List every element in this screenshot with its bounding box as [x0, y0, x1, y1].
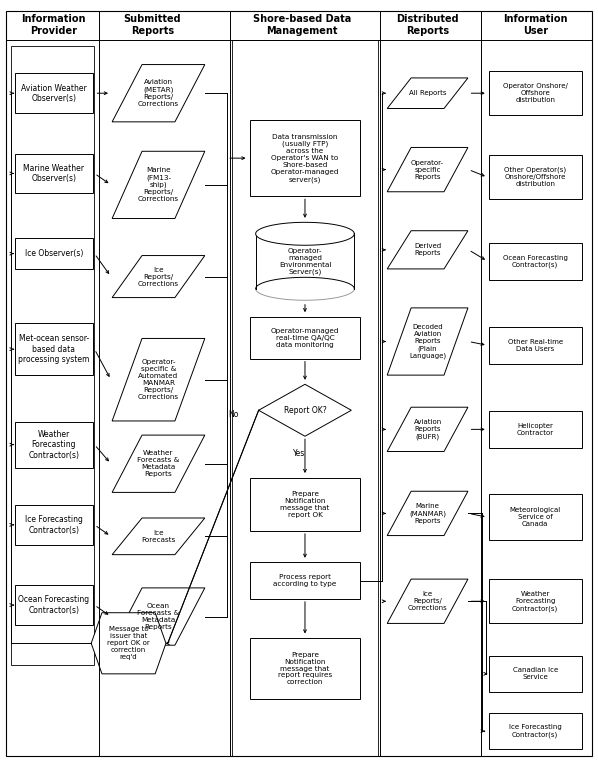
Polygon shape	[112, 435, 205, 492]
Polygon shape	[112, 255, 205, 297]
Text: Yes: Yes	[293, 448, 305, 458]
Text: Prepare
Notification
message that
report OK: Prepare Notification message that report…	[280, 490, 329, 518]
Text: Operator-
specific &
Automated
MANMAR
Reports/
Corrections: Operator- specific & Automated MANMAR Re…	[138, 359, 179, 400]
Polygon shape	[91, 613, 166, 674]
Text: Operator Onshore/
Offshore
distribution: Operator Onshore/ Offshore distribution	[503, 83, 568, 103]
Text: Shore-based Data
Management: Shore-based Data Management	[253, 15, 351, 36]
Polygon shape	[112, 588, 205, 645]
Text: Report OK?: Report OK?	[283, 406, 327, 415]
Text: Marine Weather
Observer(s): Marine Weather Observer(s)	[23, 163, 84, 183]
Text: All Reports: All Reports	[409, 90, 446, 96]
Text: Canadian Ice
Service: Canadian Ice Service	[512, 667, 558, 681]
Bar	[250, 478, 360, 531]
Bar	[489, 494, 582, 540]
Polygon shape	[112, 64, 205, 121]
Text: Operator-
specific
Reports: Operator- specific Reports	[411, 160, 444, 180]
Text: Distributed
Reports: Distributed Reports	[396, 15, 459, 36]
Polygon shape	[112, 338, 205, 421]
Text: Weather
Forecasts &
Metadata
Reports: Weather Forecasts & Metadata Reports	[138, 450, 179, 478]
Bar	[250, 638, 360, 699]
Bar	[250, 562, 360, 599]
Text: Ice
Reports/
Corrections: Ice Reports/ Corrections	[408, 591, 447, 611]
Text: Process report
according to type: Process report according to type	[273, 574, 337, 588]
Polygon shape	[388, 147, 468, 192]
Bar	[15, 323, 93, 375]
Bar	[15, 422, 93, 468]
Text: Ocean
Forecasts &
Metadata
Reports: Ocean Forecasts & Metadata Reports	[138, 603, 179, 630]
Bar	[489, 155, 582, 199]
Text: Weather
Forecasting
Contractor(s): Weather Forecasting Contractor(s)	[28, 429, 80, 460]
Polygon shape	[256, 222, 354, 245]
Bar	[11, 46, 94, 665]
Text: Operator-managed
real-time QA/QC
data monitoring: Operator-managed real-time QA/QC data mo…	[271, 328, 339, 348]
Text: Message to
issuer that
report OK or
correction
req'd: Message to issuer that report OK or corr…	[107, 626, 150, 660]
Bar	[489, 713, 582, 749]
Text: Submitted
Reports: Submitted Reports	[124, 15, 181, 36]
Bar	[15, 154, 93, 193]
Text: Meteorological
Service of
Canada: Meteorological Service of Canada	[509, 507, 561, 527]
Text: Decoded
Aviation
Reports
(Plain
Language): Decoded Aviation Reports (Plain Language…	[409, 324, 446, 359]
Polygon shape	[388, 407, 468, 452]
Text: Ocean Forecasting
Contractor(s): Ocean Forecasting Contractor(s)	[503, 254, 568, 268]
Text: Met-ocean sensor-
based data
processing system: Met-ocean sensor- based data processing …	[18, 334, 90, 364]
Text: Other Real-time
Data Users: Other Real-time Data Users	[508, 338, 563, 352]
Text: Aviation Weather
Observer(s): Aviation Weather Observer(s)	[21, 83, 87, 103]
Text: Marine
(FM13-
ship)
Reports/
Corrections: Marine (FM13- ship) Reports/ Corrections	[138, 167, 179, 202]
Polygon shape	[388, 78, 468, 108]
Polygon shape	[388, 308, 468, 375]
Polygon shape	[112, 518, 205, 555]
Text: Ice
Reports/
Corrections: Ice Reports/ Corrections	[138, 267, 179, 286]
Text: Data transmission
(usually FTP)
across the
Operator's WAN to
Shore-based
Operato: Data transmission (usually FTP) across t…	[271, 134, 339, 183]
Bar	[15, 73, 93, 113]
Text: Derived
Reports: Derived Reports	[414, 243, 441, 257]
Text: Information
Provider: Information Provider	[22, 15, 86, 36]
Polygon shape	[258, 384, 352, 436]
Polygon shape	[112, 151, 205, 219]
Text: Other Operator(s)
Onshore/Offshore
distribution: Other Operator(s) Onshore/Offshore distr…	[504, 167, 566, 187]
Bar	[489, 243, 582, 280]
Bar	[232, 40, 378, 756]
Text: No: No	[228, 410, 239, 419]
Text: Aviation
Reports
(BUFR): Aviation Reports (BUFR)	[413, 419, 442, 439]
Bar	[250, 120, 360, 196]
Bar	[489, 411, 582, 448]
Bar	[489, 656, 582, 692]
Bar	[15, 238, 93, 269]
Text: Weather
Forecasting
Contractor(s): Weather Forecasting Contractor(s)	[512, 591, 559, 611]
Text: Information
User: Information User	[503, 15, 568, 36]
Bar	[489, 327, 582, 364]
Text: Helicopter
Contractor: Helicopter Contractor	[517, 422, 554, 436]
Text: Ice
Forecasts: Ice Forecasts	[141, 529, 176, 543]
Polygon shape	[388, 491, 468, 536]
Text: Aviation
(METAR)
Reports/
Corrections: Aviation (METAR) Reports/ Corrections	[138, 79, 179, 107]
Text: Marine
(MANMAR)
Reports: Marine (MANMAR) Reports	[409, 503, 446, 523]
Bar	[489, 71, 582, 115]
Text: Prepare
Notification
message that
report requires
correction: Prepare Notification message that report…	[278, 652, 332, 685]
Bar	[15, 585, 93, 625]
Polygon shape	[388, 579, 468, 623]
Text: Ocean Forecasting
Contractor(s): Ocean Forecasting Contractor(s)	[19, 595, 89, 615]
Polygon shape	[388, 231, 468, 269]
Bar	[15, 505, 93, 545]
Text: Ice Forecasting
Contractor(s): Ice Forecasting Contractor(s)	[25, 515, 83, 535]
Text: Ice Observer(s): Ice Observer(s)	[25, 249, 83, 258]
Bar	[255, 234, 354, 289]
Text: Ice Forecasting
Contractor(s): Ice Forecasting Contractor(s)	[509, 724, 562, 738]
Bar	[250, 316, 360, 358]
Bar	[489, 579, 582, 623]
Text: Operator-
managed
Environmental
Server(s): Operator- managed Environmental Server(s…	[279, 248, 331, 275]
